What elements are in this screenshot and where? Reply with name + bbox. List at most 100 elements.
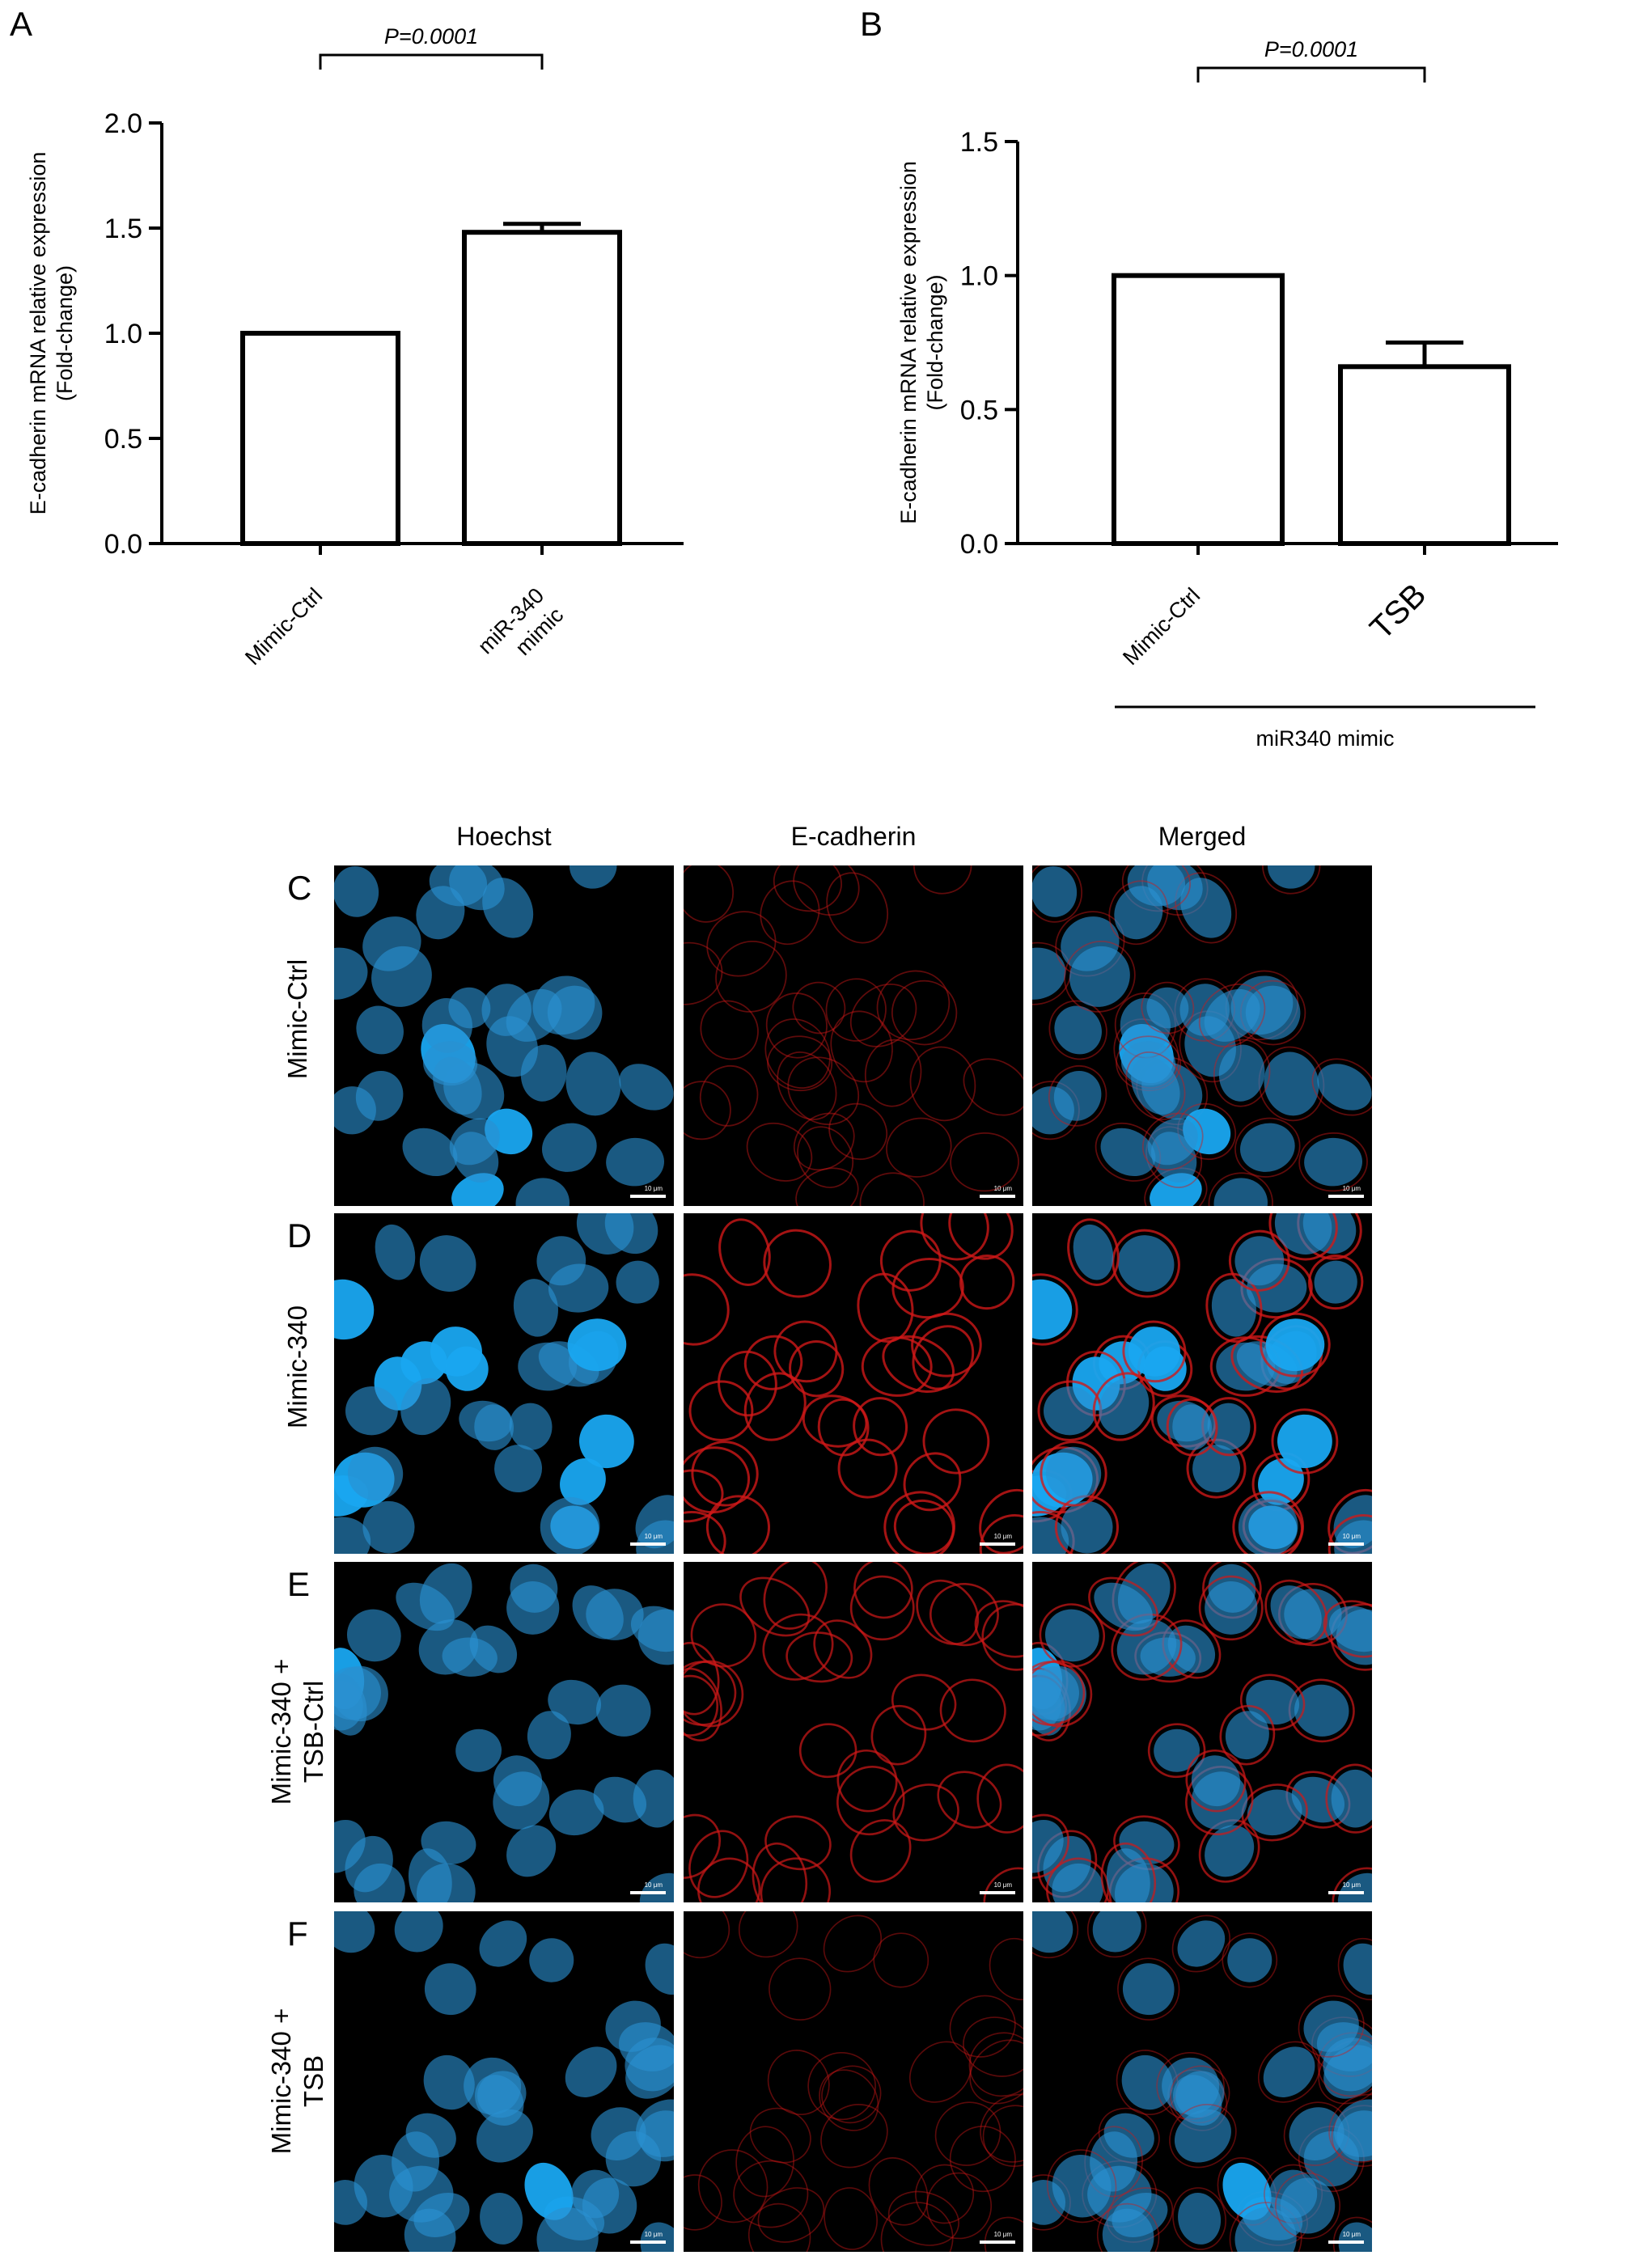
row-label-line: Mimic-340 +	[266, 1658, 296, 1805]
nucleus	[509, 1403, 553, 1450]
membrane-outline	[699, 1065, 759, 1127]
nucleus	[1204, 988, 1260, 1042]
scale-bar-label: 10 μm	[993, 1185, 1012, 1192]
nucleus	[1265, 1318, 1325, 1372]
nucleus	[1234, 2207, 1297, 2252]
membrane-outline	[959, 1255, 1015, 1310]
y-tick-label: 1.0	[104, 319, 142, 349]
row-label-c: Mimic-Ctrl	[282, 898, 314, 1140]
nucleus	[1227, 1938, 1272, 1982]
membrane-outline	[963, 1058, 1023, 1116]
micrograph-d-e-cadherin: 10 μm	[684, 1213, 1023, 1554]
membrane-outline	[1046, 1857, 1110, 1902]
nucleus	[1303, 2000, 1359, 2052]
nucleus	[1225, 1711, 1269, 1760]
membrane-outline	[684, 941, 723, 1005]
significance-bracket	[1196, 66, 1426, 83]
membrane-outline	[773, 865, 842, 912]
nucleus	[1032, 1666, 1079, 1720]
membrane-outline	[1032, 1661, 1086, 1726]
micrograph-f-merged: 10 μm	[1032, 1911, 1372, 2252]
nucleus	[636, 2099, 674, 2157]
scale-bar	[980, 1891, 1015, 1894]
nucleus	[334, 1279, 375, 1340]
micrograph-image	[1032, 1562, 1372, 1902]
membrane-outline	[828, 1102, 888, 1161]
micrograph-image	[334, 1213, 674, 1554]
nucleus	[345, 1386, 398, 1436]
row-label-line: Mimic-340	[282, 1305, 312, 1429]
nucleus	[1032, 1279, 1073, 1340]
membrane-outline	[684, 1446, 751, 1514]
membrane-outline	[1264, 1579, 1328, 1645]
nucleus	[1146, 987, 1189, 1029]
membrane-outline	[979, 1514, 1023, 1554]
panel-letter-e: E	[287, 1565, 311, 1603]
image-background	[684, 865, 1023, 1206]
membrane-outline	[807, 2051, 876, 2121]
nucleus	[362, 1500, 415, 1554]
membrane-outline	[1088, 1576, 1159, 1637]
column-header-hoechst: Hoechst	[456, 822, 552, 851]
nucleus	[1114, 886, 1163, 940]
membrane-outline	[760, 880, 820, 946]
nucleus	[1053, 1070, 1102, 1121]
scale-bar	[630, 2240, 666, 2244]
nucleus	[1032, 1819, 1064, 1873]
nucleus	[433, 1056, 482, 1115]
membrane-outline	[760, 1857, 832, 1902]
nucleus	[334, 865, 379, 917]
y-axis-label: E-cadherin mRNA relative expression (Fold…	[896, 161, 947, 524]
nucleus	[640, 2222, 674, 2252]
nucleus	[1061, 1500, 1113, 1554]
membrane-outline	[684, 2174, 722, 2231]
nucleus	[1128, 1327, 1180, 1377]
membrane-outline	[684, 1660, 744, 1728]
nucleus	[572, 1585, 624, 1640]
membrane-outline	[873, 1932, 929, 1988]
nucleus	[1211, 1279, 1256, 1337]
membrane-outline	[913, 865, 972, 895]
nucleus	[1263, 2046, 1315, 2097]
membrane-outline	[1260, 1312, 1331, 1377]
membrane-outline	[1222, 1932, 1278, 1988]
membrane-outline	[1332, 1867, 1372, 1902]
membrane-outline	[1219, 1704, 1276, 1766]
membrane-outline	[743, 1335, 803, 1390]
scale-bar-label: 10 μm	[644, 2231, 663, 2238]
membrane-outline	[1298, 1132, 1368, 1192]
membrane-outline	[849, 984, 917, 1047]
nucleus	[540, 1496, 600, 1554]
membrane-outline	[915, 2164, 975, 2224]
scale-bar-label: 10 μm	[993, 2231, 1012, 2238]
nucleus	[1267, 865, 1315, 889]
membrane-outline	[892, 1784, 959, 1842]
membrane-outline	[1067, 1218, 1120, 1286]
membrane-outline	[1234, 1117, 1301, 1178]
membrane-outline	[684, 1641, 720, 1716]
nucleus	[520, 1044, 567, 1102]
nucleus	[1294, 1684, 1349, 1737]
nucleus	[408, 1848, 452, 1902]
column-header-merged: Merged	[1158, 822, 1247, 851]
micrograph-e-e-cadherin: 10 μm	[684, 1562, 1023, 1902]
membrane-outline	[1125, 1051, 1186, 1120]
scale-bar-label: 10 μm	[993, 1533, 1012, 1540]
scale-bar	[980, 1542, 1015, 1546]
y-tick-label: 1.0	[960, 261, 998, 292]
membrane-outline	[767, 1035, 833, 1092]
membrane-outline	[765, 992, 828, 1059]
membrane-outline	[968, 2032, 1023, 2097]
nucleus	[1175, 2071, 1225, 2118]
membrane-outline	[1171, 1915, 1230, 1973]
membrane-outline	[825, 978, 887, 1042]
nucleus	[633, 1769, 674, 1828]
membrane-outline	[976, 1763, 1023, 1834]
membrane-outline	[1086, 1911, 1147, 1958]
group-label: miR340 mimic	[1256, 726, 1394, 751]
membrane-outline	[762, 1613, 834, 1681]
bar-2	[1338, 364, 1511, 546]
membrane-outline	[798, 1723, 857, 1779]
nucleus	[354, 2155, 413, 2218]
micrograph-image	[684, 865, 1023, 1206]
